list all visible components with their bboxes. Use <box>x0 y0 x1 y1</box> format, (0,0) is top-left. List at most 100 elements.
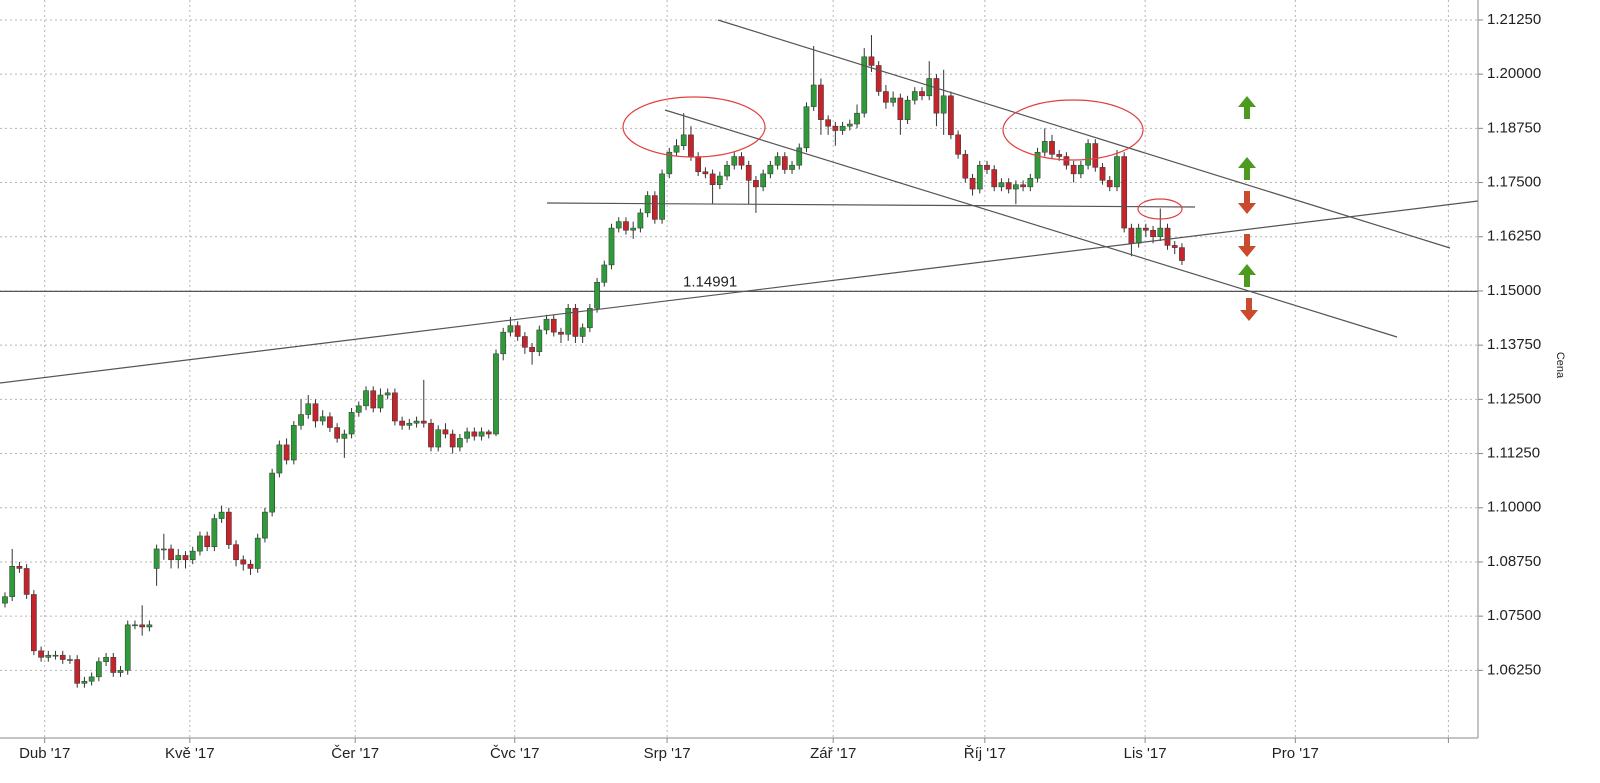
candle-body <box>399 420 405 426</box>
arrow-down <box>1240 298 1258 321</box>
candle-body <box>355 405 362 413</box>
candle-body <box>464 431 470 439</box>
candle-body <box>233 544 239 561</box>
candle-body <box>1056 154 1063 157</box>
candle-body <box>998 182 1005 188</box>
candle-body <box>1099 167 1106 181</box>
candle-body <box>825 119 831 127</box>
y-tick-label: 1.21250 <box>1487 11 1541 28</box>
candle-body <box>1049 141 1055 155</box>
candle-body <box>890 97 896 103</box>
candle-body <box>428 422 434 448</box>
x-tick-label: Říj '17 <box>964 745 1006 762</box>
candle-body <box>1092 143 1099 168</box>
candle-body <box>392 392 398 422</box>
candle-body <box>1171 245 1178 248</box>
candle-body <box>550 318 557 333</box>
x-tick-label: Srp '17 <box>644 745 691 762</box>
candle-body <box>457 438 463 448</box>
y-tick-label: 1.13750 <box>1487 336 1541 353</box>
candle-body <box>976 164 983 190</box>
candle-body <box>832 125 839 131</box>
x-tick-label: Kvě '17 <box>165 745 215 762</box>
candle-body <box>1157 227 1164 237</box>
candle-body <box>738 156 745 166</box>
arrow-up <box>1238 157 1256 180</box>
candle-body <box>709 173 716 185</box>
candle-body <box>745 164 752 181</box>
candle-body <box>1063 156 1070 166</box>
candle-body <box>146 624 153 628</box>
candle-body <box>45 654 52 658</box>
candle-body <box>449 433 456 448</box>
candle-body <box>341 433 348 439</box>
candle-body <box>1106 180 1113 188</box>
support-line <box>546 202 1196 208</box>
candle-body <box>363 390 369 407</box>
candle-body <box>803 106 810 149</box>
highlight-ellipse <box>622 96 766 158</box>
candle-body <box>298 414 304 426</box>
candle-body <box>420 420 427 424</box>
candle-body <box>529 347 535 352</box>
candle-body <box>608 227 615 266</box>
y-tick-label: 1.07500 <box>1487 607 1541 624</box>
candle-body <box>818 84 824 120</box>
candle-body <box>182 555 189 561</box>
candle-body <box>781 156 788 170</box>
candles <box>2 35 1185 688</box>
candle-body <box>240 559 247 565</box>
trend-line <box>717 19 1451 249</box>
candle-body <box>846 123 853 127</box>
candle-body <box>31 594 37 652</box>
candle-body <box>254 537 261 569</box>
candle-body <box>197 535 203 552</box>
y-tick-label: 1.20000 <box>1487 65 1541 82</box>
candle-body <box>637 212 644 229</box>
candle-body <box>623 221 629 231</box>
candle-body <box>305 403 312 415</box>
candle-body <box>558 331 564 335</box>
arrow-up <box>1238 96 1256 119</box>
candle-body <box>168 548 174 561</box>
candle-body <box>536 329 543 352</box>
candle-body <box>334 427 340 439</box>
candle-body <box>1135 227 1142 244</box>
trend-line <box>0 200 1479 384</box>
x-tick-label: Čer '17 <box>331 745 379 762</box>
candle-body <box>493 353 499 435</box>
candle-body <box>940 95 947 114</box>
y-tick-label: 1.06250 <box>1487 661 1541 678</box>
candle-body <box>1128 227 1135 244</box>
candle-body <box>579 327 586 337</box>
candle-body <box>926 78 933 97</box>
annotations <box>0 19 1479 384</box>
candle-body <box>1121 156 1128 229</box>
candle-body <box>716 175 723 185</box>
candle-body <box>276 444 283 474</box>
arrow-up <box>1238 264 1256 287</box>
candle-body <box>16 566 23 569</box>
candle-body <box>796 147 803 166</box>
candle-body <box>810 84 817 107</box>
candle-body <box>688 134 694 157</box>
candle-body <box>594 282 600 309</box>
candle-body <box>789 164 795 170</box>
candle-body <box>969 177 976 190</box>
candle-body <box>1027 177 1034 188</box>
candle-body <box>543 318 550 331</box>
candle-body <box>868 56 875 66</box>
candle-body <box>377 394 384 409</box>
candle-body <box>651 195 658 220</box>
candle-body <box>753 180 759 188</box>
candle-body <box>839 125 846 131</box>
y-tick-label: 1.10000 <box>1487 499 1541 516</box>
candle-body <box>204 535 211 548</box>
candle-body <box>218 511 225 519</box>
grid: 1.14991 <box>0 0 1478 738</box>
candle-body <box>153 548 160 569</box>
candle-body <box>370 390 377 409</box>
candle-body <box>23 568 30 595</box>
y-axis-label: Cena <box>1554 352 1566 379</box>
